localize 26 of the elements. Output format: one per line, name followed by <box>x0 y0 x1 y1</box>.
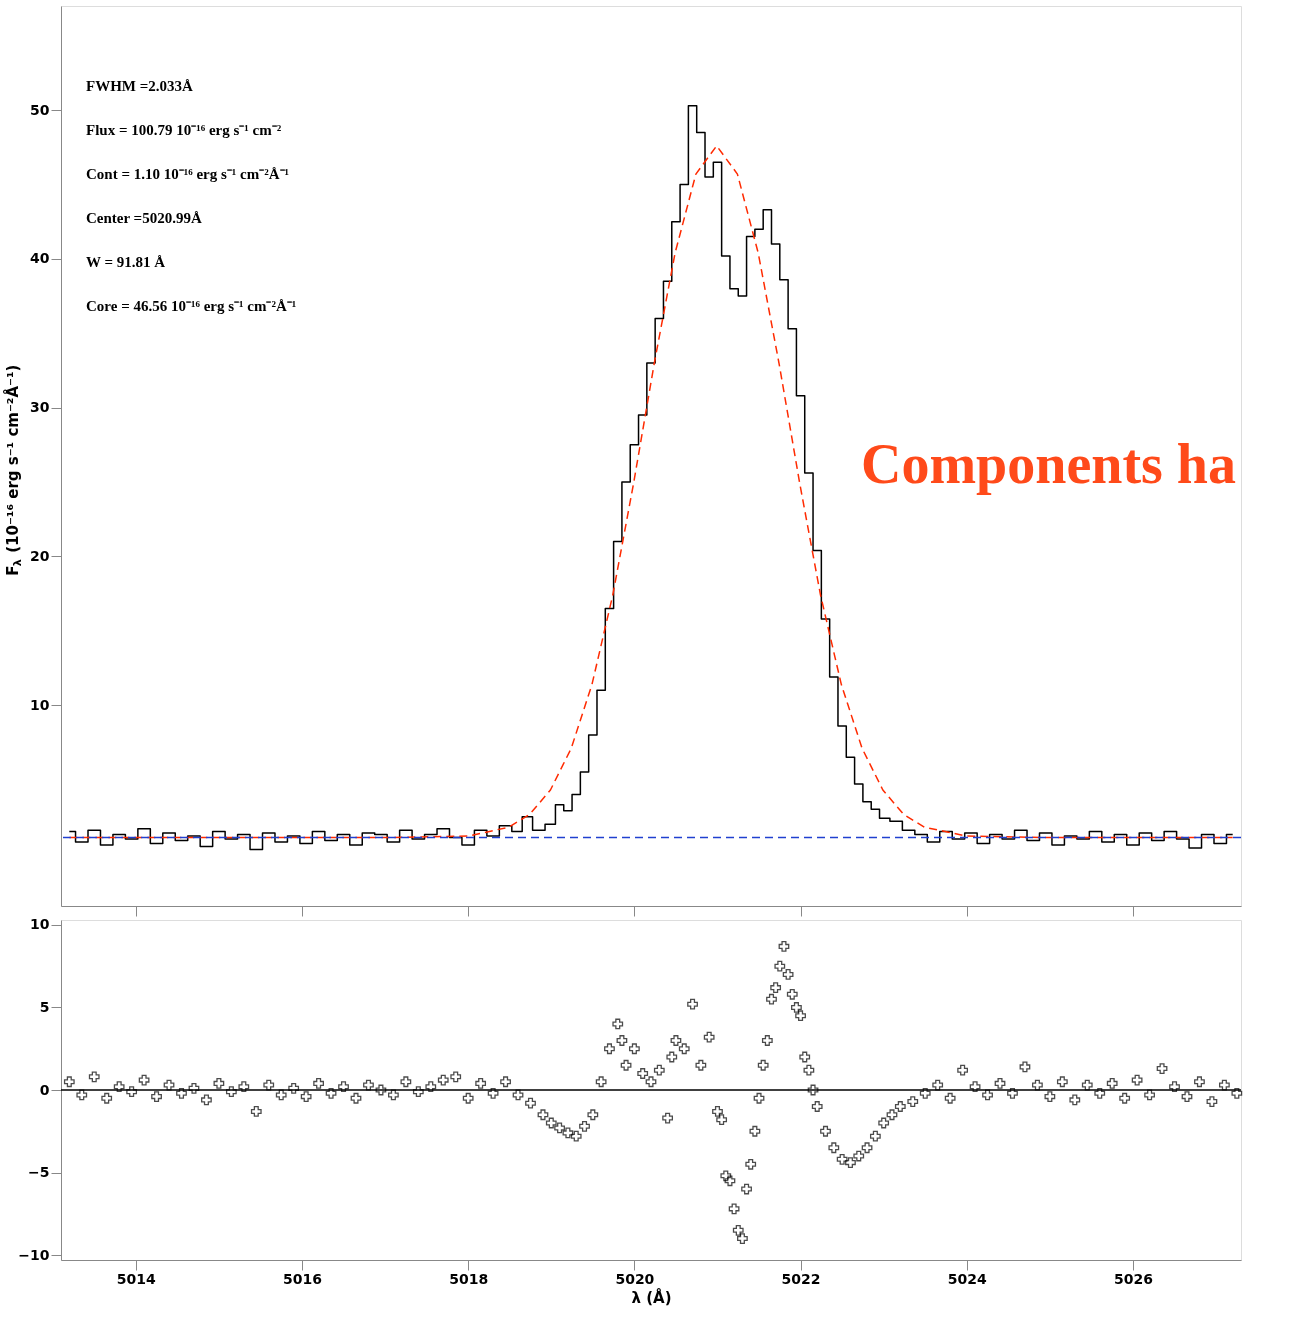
y-tick-label: 0 <box>39 1081 50 1098</box>
y-axis-title: Fλ (10⁻¹⁶ erg s⁻¹ cm⁻²Å⁻¹) <box>3 364 24 576</box>
x-tick-label: 5026 <box>1113 1270 1153 1287</box>
y-tick-label: 5 <box>39 998 50 1015</box>
annotation: Core = 46.56 10⁻¹⁶ erg s⁻¹ cm⁻²Å⁻¹ <box>86 298 297 314</box>
annotation: Flux = 100.79 10⁻¹⁶ erg s⁻¹ cm⁻² <box>86 122 282 138</box>
x-axis-title: λ (Å) <box>631 1287 672 1307</box>
annotation: W = 91.81 Å <box>86 254 166 270</box>
x-tick-label: 5016 <box>283 1270 322 1287</box>
y-tick-label: 50 <box>30 101 50 118</box>
y-tick-label: 10 <box>30 916 50 933</box>
y-tick-label: 40 <box>30 250 50 267</box>
y-tick-label: 20 <box>30 547 50 564</box>
annotation: Components ha <box>861 433 1236 495</box>
y-tick-label: 30 <box>30 399 50 416</box>
y-tick-label: 10 <box>30 696 50 713</box>
x-tick-label: 5022 <box>781 1270 821 1287</box>
x-tick-label: 5018 <box>449 1270 489 1287</box>
x-tick-label: 5020 <box>615 1270 655 1287</box>
annotation: Cont = 1.10 10⁻¹⁶ erg s⁻¹ cm⁻²Å⁻¹ <box>86 166 290 182</box>
annotation: FWHM =2.033Å <box>86 78 194 94</box>
x-tick-label: 5014 <box>116 1270 157 1287</box>
y-tick-label: −5 <box>28 1164 50 1181</box>
annotation: Center =5020.99Å <box>86 210 202 226</box>
x-tick-label: 5024 <box>947 1270 988 1287</box>
y-tick-label: −10 <box>18 1246 50 1263</box>
